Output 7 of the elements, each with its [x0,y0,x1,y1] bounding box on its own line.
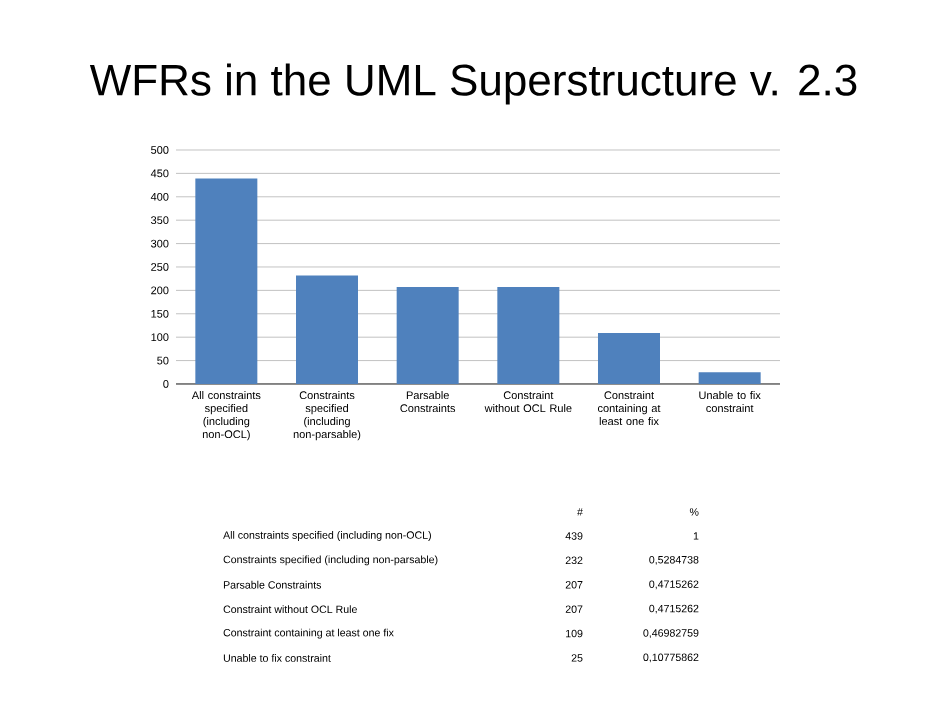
bar [698,372,761,384]
bar [597,332,660,384]
bar [497,287,560,384]
bar [195,178,258,384]
chart-title: WFRs in the UML Superstructure v. 2.3 [89,63,857,105]
bar [296,275,358,384]
bar [396,287,459,384]
